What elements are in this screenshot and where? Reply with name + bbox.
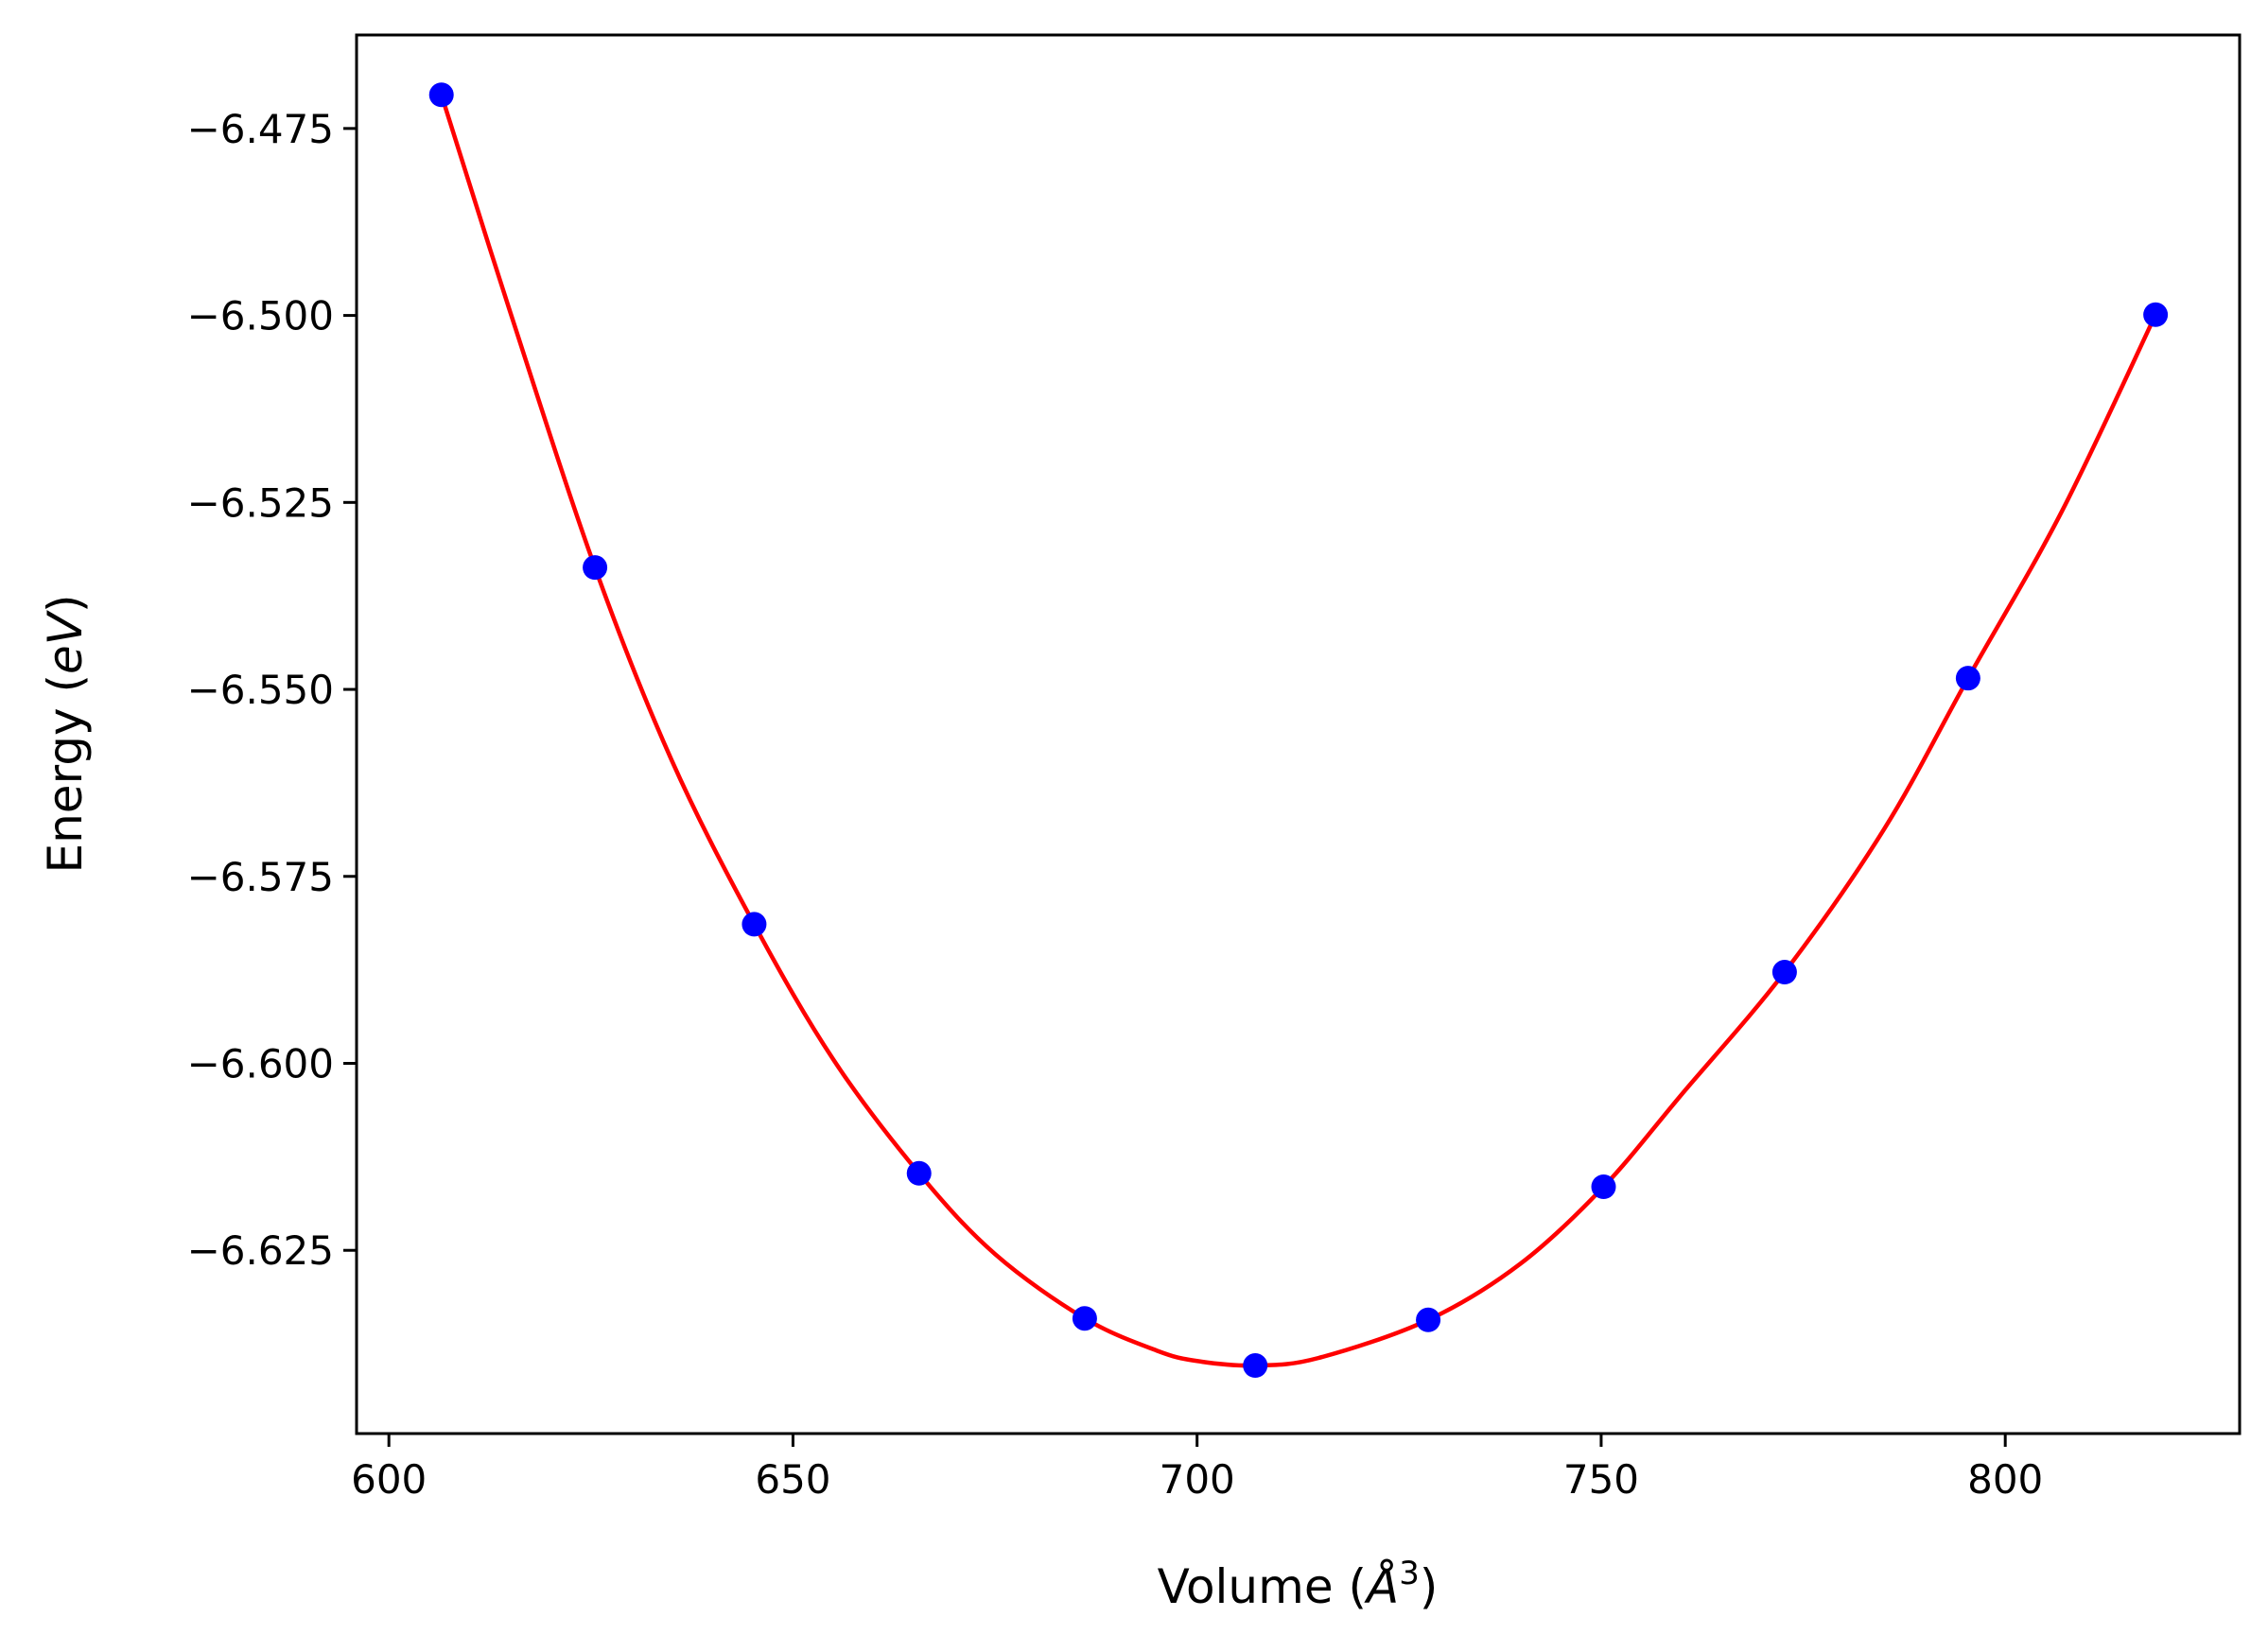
y-tick-label: −6.600 <box>187 1041 334 1087</box>
data-point <box>1591 1174 1616 1199</box>
data-point <box>1072 1306 1097 1331</box>
x-tick-label: 750 <box>1563 1456 1639 1503</box>
data-point <box>583 555 608 581</box>
x-tick-label: 800 <box>1967 1456 2043 1503</box>
data-point <box>741 912 767 937</box>
x-tick-label: 650 <box>755 1456 830 1503</box>
y-tick-label: −6.575 <box>187 854 334 900</box>
y-tick-label: −6.550 <box>187 667 334 713</box>
y-tick-label: −6.525 <box>187 479 334 526</box>
data-point <box>1771 960 1797 985</box>
plot-frame <box>355 33 2242 1435</box>
data-point <box>1416 1307 1441 1332</box>
plot-area <box>428 82 2169 1379</box>
data-point <box>428 82 454 108</box>
x-tick-label: 600 <box>351 1456 427 1503</box>
y-tick-label: −6.625 <box>187 1227 334 1274</box>
y-tick-label: −6.475 <box>187 106 334 152</box>
x-tick-label: 700 <box>1160 1456 1235 1503</box>
fit-curve-line <box>439 94 2158 1368</box>
axes: 600 650 700 750 800 −6.475 −6.500 −6.525 −6.550 −… <box>187 33 2242 1503</box>
data-point <box>906 1160 932 1186</box>
data-point <box>1955 666 1980 691</box>
data-point <box>2143 302 2169 327</box>
data-point <box>1243 1353 1268 1379</box>
x-axis-label: Volume (Å3) <box>1158 1555 1439 1614</box>
y-axis-label: Energy (eV) <box>38 595 93 874</box>
y-tick-label: −6.500 <box>187 293 334 339</box>
